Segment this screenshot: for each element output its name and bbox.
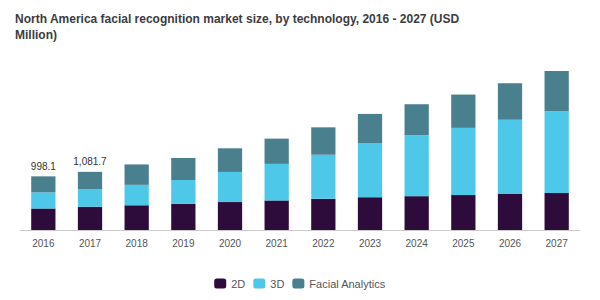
svg-text:2026: 2026 [499, 238, 522, 249]
svg-text:2020: 2020 [219, 238, 242, 249]
svg-text:2018: 2018 [126, 238, 149, 249]
svg-text:2D: 2D [231, 278, 245, 290]
svg-text:2016: 2016 [32, 238, 55, 249]
svg-text:3D: 3D [270, 278, 284, 290]
svg-text:North America facial recogniti: North America facial recognition market … [15, 12, 459, 26]
svg-text:2017: 2017 [79, 238, 102, 249]
svg-text:Facial Analytics: Facial Analytics [309, 278, 385, 290]
svg-text:2024: 2024 [406, 238, 429, 249]
svg-text:2021: 2021 [266, 238, 289, 249]
svg-text:998.1: 998.1 [31, 161, 56, 172]
svg-text:2027: 2027 [546, 238, 569, 249]
svg-text:2019: 2019 [172, 238, 195, 249]
svg-text:2023: 2023 [359, 238, 382, 249]
svg-text:Million): Million) [15, 28, 57, 42]
svg-text:2025: 2025 [452, 238, 475, 249]
svg-text:2022: 2022 [312, 238, 335, 249]
svg-text:1,081.7: 1,081.7 [73, 156, 107, 167]
